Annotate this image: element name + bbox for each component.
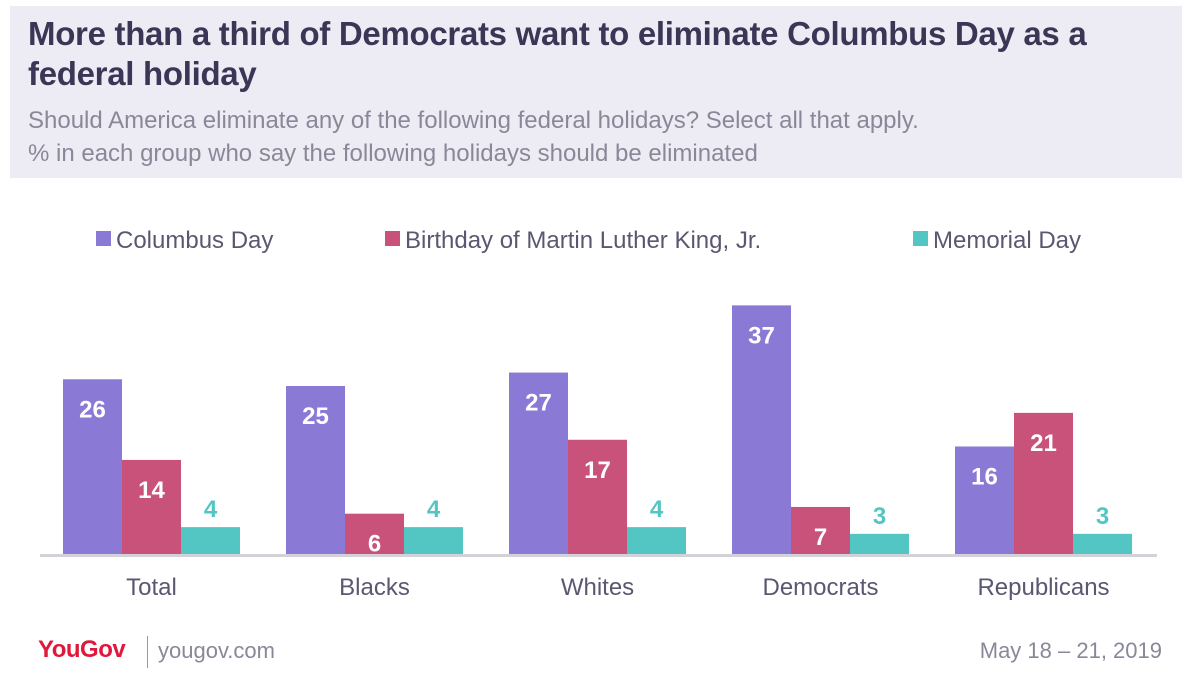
chart-subtitle: Should America eliminate any of the foll… bbox=[28, 104, 1164, 170]
legend-label-memorial-day: Memorial Day bbox=[933, 227, 1081, 254]
data-label-memorial-day-democrats: 3 bbox=[873, 503, 886, 530]
bar-memorial-day-democrats bbox=[850, 533, 909, 554]
bar-memorial-day-blacks bbox=[404, 527, 463, 554]
bar-birthday-of-martin-luther-king-jr-democrats bbox=[791, 506, 850, 554]
data-label-columbus-day-democrats: 37 bbox=[748, 322, 775, 349]
category-label-blacks: Blacks bbox=[339, 574, 410, 601]
data-label-birthday-of-martin-luther-king-jr-democrats: 7 bbox=[814, 524, 827, 551]
bar-birthday-of-martin-luther-king-jr-total bbox=[122, 459, 181, 554]
data-label-birthday-of-martin-luther-king-jr-republicans: 21 bbox=[1030, 430, 1057, 457]
bar-columbus-day-democrats bbox=[732, 305, 791, 554]
bar-memorial-day-republicans bbox=[1073, 533, 1132, 554]
data-label-columbus-day-republicans: 16 bbox=[971, 463, 998, 490]
data-label-memorial-day-whites: 4 bbox=[650, 496, 664, 523]
category-label-republicans: Republicans bbox=[977, 574, 1109, 601]
bar-columbus-day-blacks bbox=[286, 386, 345, 554]
category-label-democrats: Democrats bbox=[762, 574, 878, 601]
x-axis-baseline bbox=[40, 554, 1157, 557]
survey-date: May 18 – 21, 2019 bbox=[979, 638, 1162, 663]
data-label-columbus-day-total: 26 bbox=[79, 396, 106, 423]
category-label-total: Total bbox=[126, 574, 177, 601]
category-label-whites: Whites bbox=[561, 574, 634, 601]
data-label-birthday-of-martin-luther-king-jr-blacks: 6 bbox=[368, 531, 381, 558]
data-label-birthday-of-martin-luther-king-jr-whites: 17 bbox=[584, 457, 611, 484]
bar-memorial-day-total bbox=[181, 527, 240, 554]
legend-swatch-birthday-of-martin-luther-king-jr bbox=[385, 231, 400, 246]
data-label-memorial-day-blacks: 4 bbox=[427, 496, 441, 523]
data-label-columbus-day-blacks: 25 bbox=[302, 403, 329, 430]
legend-label-columbus-day: Columbus Day bbox=[116, 227, 273, 254]
bar-memorial-day-whites bbox=[627, 527, 686, 554]
chart-header: More than a third of Democrats want to e… bbox=[10, 6, 1182, 178]
data-label-memorial-day-total: 4 bbox=[204, 496, 218, 523]
legend-label-birthday-of-martin-luther-king-jr: Birthday of Martin Luther King, Jr. bbox=[405, 227, 761, 254]
bar-columbus-day-whites bbox=[509, 372, 568, 554]
subtitle-line-2: % in each group who say the following ho… bbox=[28, 140, 758, 167]
bar-columbus-day-total bbox=[63, 379, 122, 554]
footer-divider bbox=[147, 636, 148, 668]
yougov-logo: YouGov bbox=[38, 636, 126, 663]
chart-title: More than a third of Democrats want to e… bbox=[28, 15, 1087, 92]
subtitle-line-1: Should America eliminate any of the foll… bbox=[28, 107, 919, 134]
legend-swatch-memorial-day bbox=[913, 231, 928, 246]
bar-birthday-of-martin-luther-king-jr-republicans bbox=[1014, 412, 1073, 554]
data-label-memorial-day-republicans: 3 bbox=[1096, 503, 1109, 530]
legend-swatch-columbus-day bbox=[96, 231, 111, 246]
data-label-birthday-of-martin-luther-king-jr-total: 14 bbox=[138, 477, 165, 504]
bar-birthday-of-martin-luther-king-jr-blacks bbox=[345, 513, 404, 554]
bar-columbus-day-republicans bbox=[955, 446, 1014, 554]
bar-birthday-of-martin-luther-king-jr-whites bbox=[568, 439, 627, 554]
data-label-columbus-day-whites: 27 bbox=[525, 390, 552, 417]
footer-url: yougov.com bbox=[158, 638, 275, 663]
